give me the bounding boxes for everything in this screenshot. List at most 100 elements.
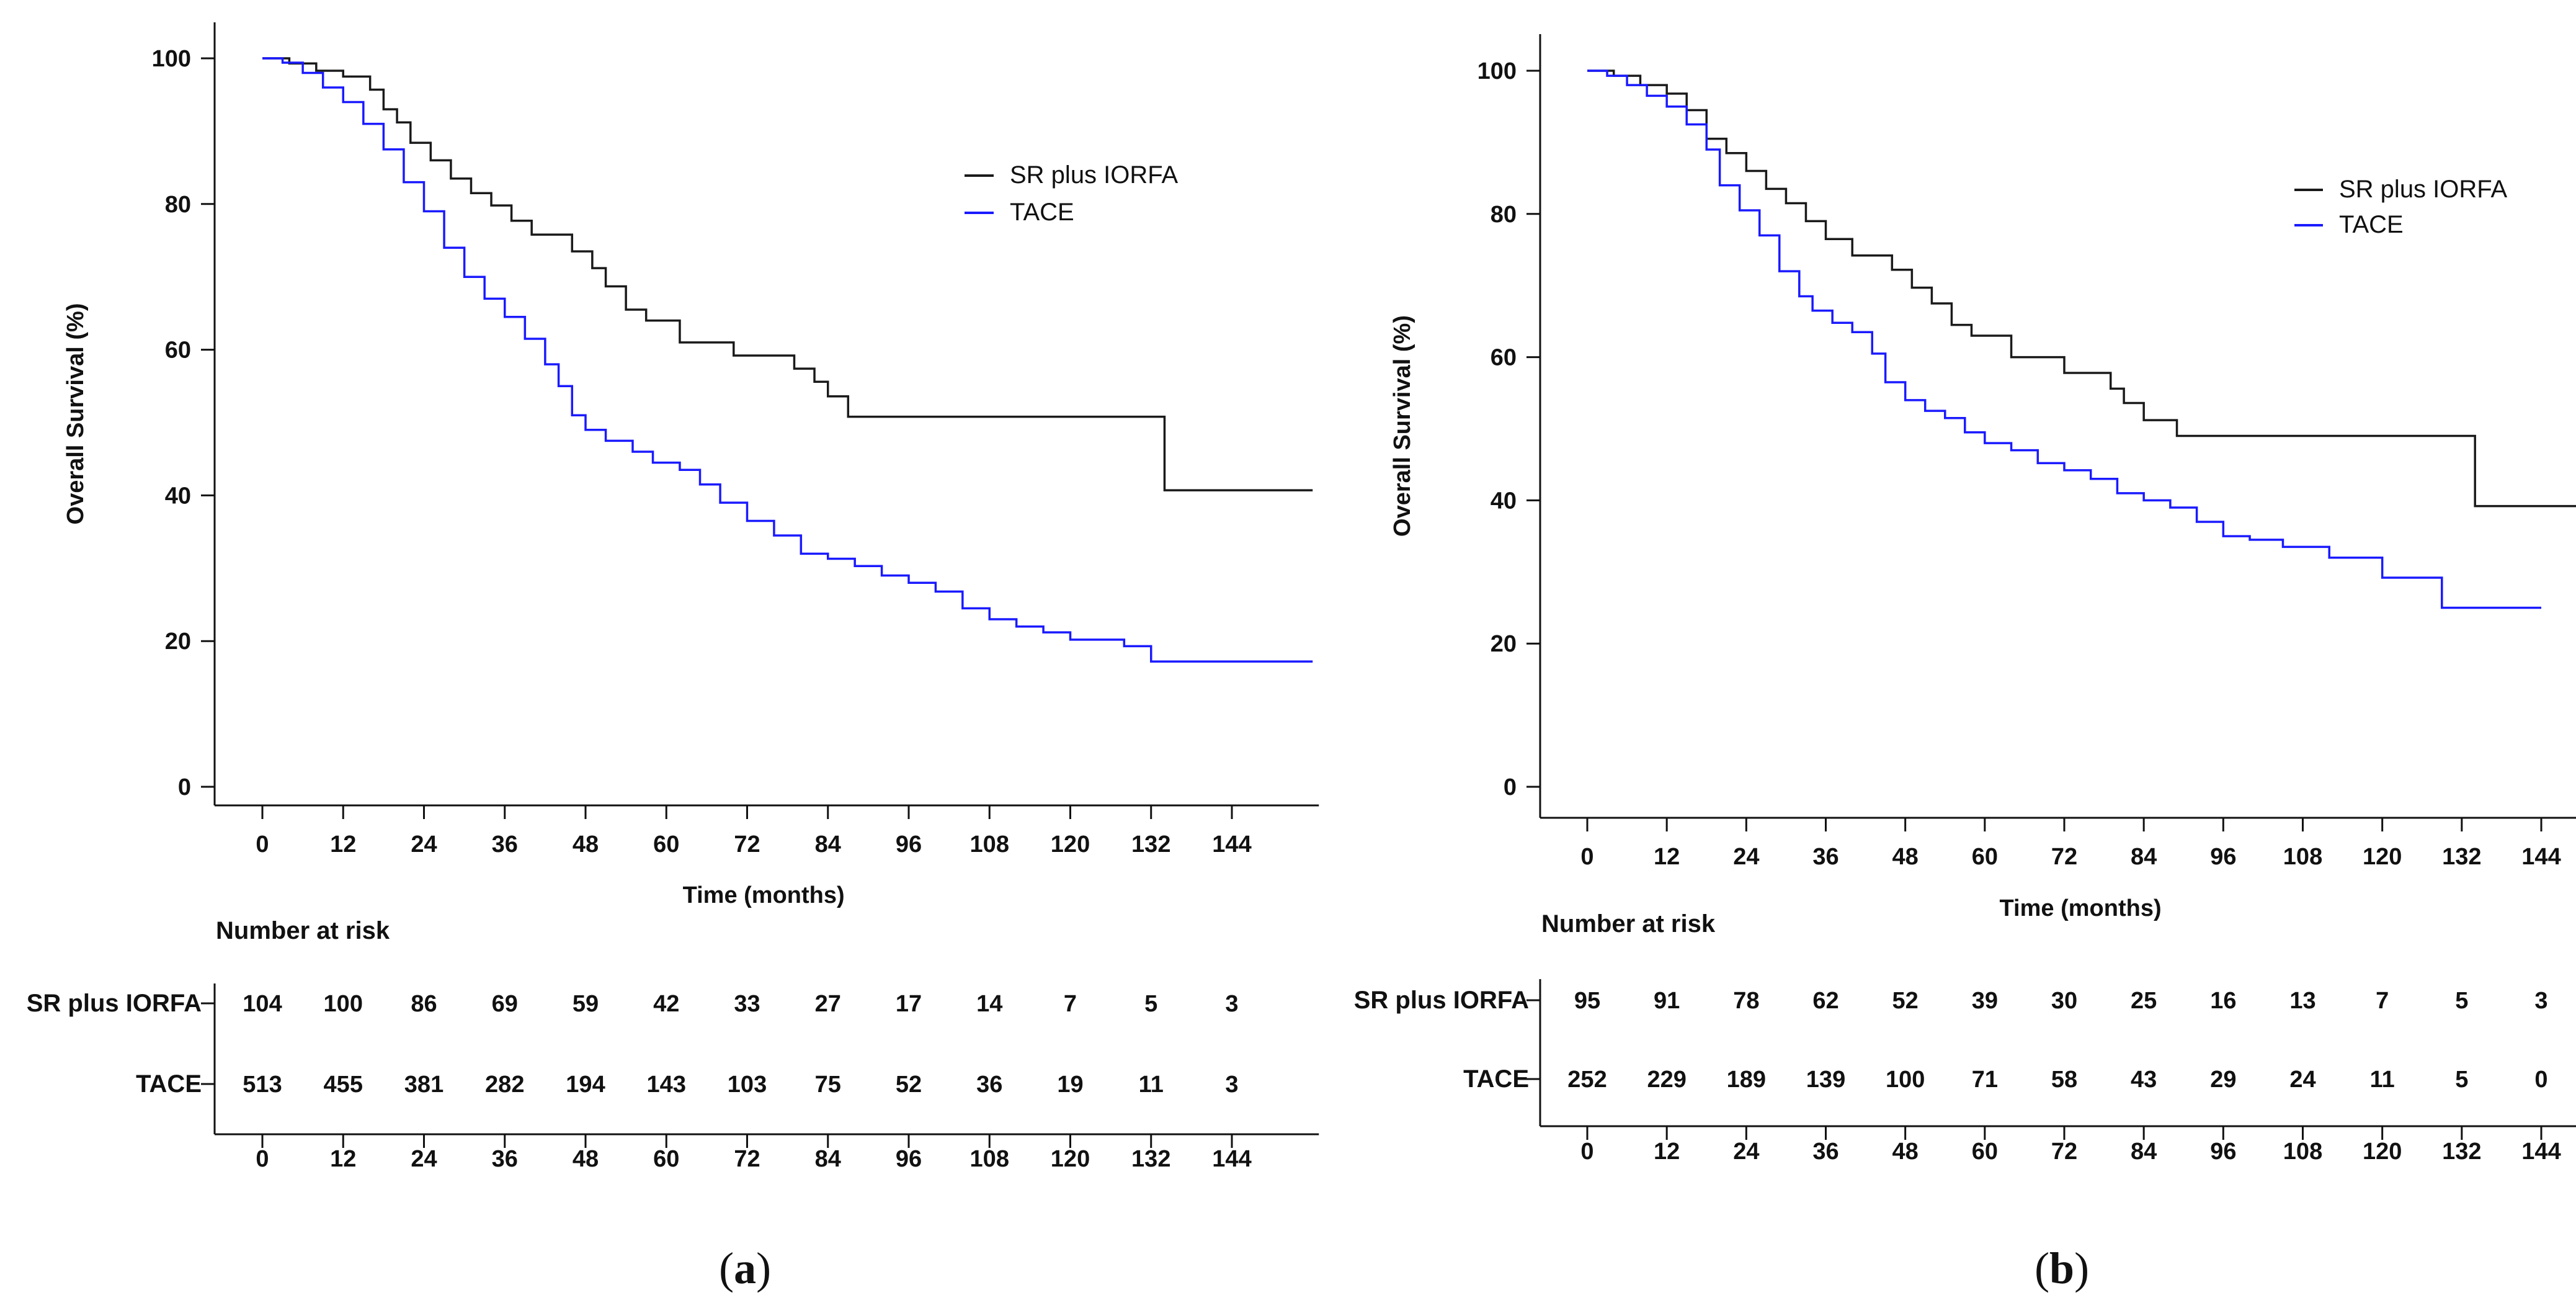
risk-table-x-tick-label: 36 [1812, 1139, 1838, 1165]
risk-count: 86 [411, 991, 437, 1017]
risk-count: 455 [324, 1072, 363, 1098]
risk-count: 59 [573, 991, 599, 1017]
risk-count: 0 [2534, 1067, 2547, 1093]
risk-table-x-tick-label: 24 [1733, 1139, 1759, 1165]
risk-table-x-tick-label: 0 [1580, 1139, 1593, 1165]
x-tick-label: 48 [573, 831, 599, 858]
legend-label-tace: TACE [1010, 199, 1074, 226]
risk-table-x-tick-label: 84 [815, 1146, 841, 1172]
x-tick-label: 0 [1580, 844, 1593, 870]
risk-table-title: Number at risk [216, 917, 390, 944]
risk-table-x-tick-label: 24 [411, 1146, 437, 1172]
x-tick-label: 84 [2131, 844, 2157, 870]
risk-count: 52 [1892, 988, 1919, 1014]
risk-table-x-tick-label: 108 [2283, 1139, 2322, 1165]
risk-group-label-tace: TACE [136, 1070, 202, 1098]
risk-table-x-tick-label: 60 [1972, 1139, 1998, 1165]
risk-count: 39 [1972, 988, 1998, 1014]
y-axis-label: Overall Survival (%) [1389, 315, 1415, 537]
risk-table-x-tick-label: 72 [734, 1146, 760, 1172]
risk-table-x-tick-label: 144 [1212, 1146, 1251, 1172]
risk-count: 25 [2131, 988, 2157, 1014]
x-tick-label: 60 [1972, 844, 1998, 870]
risk-table-x-tick-label: 72 [2051, 1139, 2077, 1165]
x-tick-label: 12 [330, 831, 356, 858]
risk-table-x-tick-label: 96 [896, 1146, 922, 1172]
y-tick-label: 80 [1491, 202, 1517, 228]
risk-count: 11 [1139, 1072, 1164, 1098]
risk-count: 11 [2370, 1067, 2395, 1093]
x-tick-label: 108 [2283, 844, 2322, 870]
risk-table-x-tick-label: 0 [256, 1146, 269, 1172]
risk-count: 513 [243, 1072, 282, 1098]
x-tick-label: 144 [2521, 844, 2560, 870]
risk-group-label-sr-plus-iorfa: SR plus IORFA [1354, 987, 1529, 1014]
risk-count: 5 [2455, 988, 2468, 1014]
risk-count: 5 [2455, 1067, 2468, 1093]
y-tick-label: 0 [1504, 774, 1517, 800]
risk-table-x-tick-label: 84 [2131, 1139, 2157, 1165]
risk-table-x-tick-label: 12 [330, 1146, 356, 1172]
x-tick-label: 36 [1812, 844, 1838, 870]
x-tick-label: 84 [815, 831, 841, 858]
risk-count: 13 [2289, 988, 2315, 1014]
risk-count: 19 [1057, 1072, 1083, 1098]
y-tick-label: 0 [178, 774, 191, 800]
risk-count: 27 [815, 991, 841, 1017]
x-axis-label: Time (months) [2000, 895, 2162, 921]
risk-count: 143 [647, 1072, 686, 1098]
risk-count: 7 [1064, 991, 1077, 1017]
x-tick-label: 120 [1051, 831, 1090, 858]
y-tick-label: 100 [1477, 58, 1517, 84]
y-tick-label: 40 [165, 483, 191, 509]
risk-count: 71 [1972, 1067, 1998, 1093]
risk-table-x-tick-label: 12 [1654, 1139, 1680, 1165]
risk-group-label-tace: TACE [1463, 1065, 1529, 1093]
y-tick-label: 40 [1491, 488, 1517, 514]
x-tick-label: 96 [896, 831, 922, 858]
x-tick-label: 0 [256, 831, 269, 858]
risk-count: 78 [1733, 988, 1759, 1014]
risk-count: 69 [492, 991, 518, 1017]
x-tick-label: 60 [653, 831, 679, 858]
legend-label-sr-plus-iorfa: SR plus IORFA [2339, 176, 2508, 203]
survival-curve-sr-plus-iorfa [1587, 69, 2576, 508]
y-tick-label: 20 [165, 629, 191, 655]
risk-count: 282 [485, 1072, 524, 1098]
risk-count: 100 [1886, 1067, 1925, 1093]
risk-count: 14 [976, 991, 1002, 1017]
panel-caption-paren: ) [2074, 1243, 2089, 1293]
x-tick-label: 24 [411, 831, 437, 858]
panel-caption-letter: b [2049, 1243, 2074, 1293]
risk-table-x-tick-label: 108 [970, 1146, 1009, 1172]
risk-table-x-tick-label: 60 [653, 1146, 679, 1172]
risk-count: 58 [2051, 1067, 2077, 1093]
x-tick-label: 72 [734, 831, 760, 858]
risk-count: 100 [324, 991, 363, 1017]
legend-label-tace: TACE [2339, 211, 2404, 238]
y-axis-label: Overall Survival (%) [63, 303, 89, 525]
risk-count: 381 [404, 1072, 443, 1098]
risk-count: 42 [653, 991, 679, 1017]
risk-table-x-tick-label: 132 [1131, 1146, 1170, 1172]
y-tick-label: 20 [1491, 631, 1517, 657]
x-tick-label: 48 [1892, 844, 1919, 870]
panel-caption-paren: ( [2035, 1243, 2049, 1293]
x-tick-label: 36 [492, 831, 518, 858]
risk-count: 194 [566, 1072, 605, 1098]
risk-count: 95 [1574, 988, 1600, 1014]
risk-count: 139 [1806, 1067, 1845, 1093]
risk-count: 33 [734, 991, 760, 1017]
risk-count: 52 [896, 1072, 922, 1098]
x-tick-label: 24 [1733, 844, 1759, 870]
risk-table-x-tick-label: 96 [2210, 1139, 2236, 1165]
y-tick-label: 80 [165, 192, 191, 218]
survival-curve-tace [1587, 69, 2541, 609]
risk-table-x-tick-label: 48 [573, 1146, 599, 1172]
risk-count: 3 [2534, 988, 2547, 1014]
risk-group-label-sr-plus-iorfa: SR plus IORFA [27, 990, 202, 1017]
risk-table-x-tick-label: 36 [492, 1146, 518, 1172]
